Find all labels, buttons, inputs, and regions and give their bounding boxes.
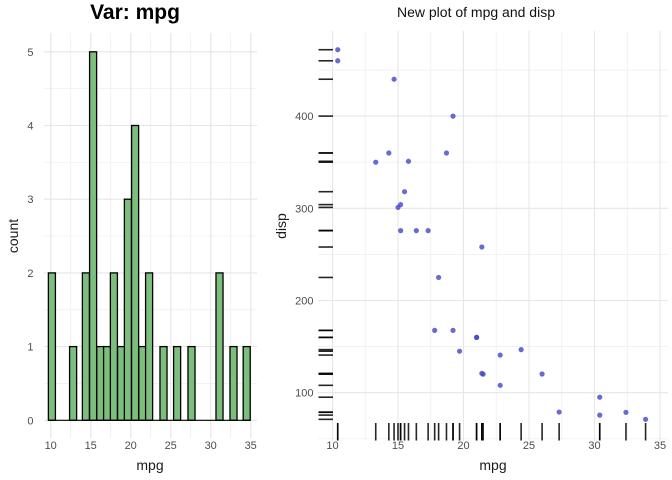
histogram-bar <box>96 345 105 421</box>
y-tick-label: 3 <box>27 194 33 206</box>
scatter-point <box>597 412 603 418</box>
histogram-bar <box>159 345 168 421</box>
scatter-point <box>391 76 397 82</box>
histogram-bar <box>144 272 154 421</box>
scatter-point <box>479 370 485 376</box>
scatter-point <box>432 327 438 333</box>
y-tick-label: 100 <box>295 388 313 400</box>
histogram-bar <box>116 345 126 421</box>
x-tick-label: 25 <box>165 440 177 452</box>
scatter-point <box>405 158 412 164</box>
scatter-point <box>623 409 629 415</box>
scatter-point <box>518 347 524 353</box>
scatter-point <box>479 244 485 250</box>
x-tick-label: 20 <box>125 440 137 452</box>
scatter-point <box>335 47 341 53</box>
y-tick-label: 1 <box>27 342 33 354</box>
scatter-point <box>413 228 419 234</box>
scatter-point <box>497 352 503 358</box>
x-tick-label: 20 <box>457 440 469 452</box>
x-tick-label: 15 <box>85 440 97 452</box>
scatter-title: New plot of mpg and disp <box>397 4 555 20</box>
y-tick-label: 5 <box>27 47 33 59</box>
scatter-point <box>443 150 450 156</box>
y-tick-label: 200 <box>295 296 313 308</box>
scatter-point <box>335 58 341 64</box>
scatter-point <box>556 409 562 415</box>
histogram-title: Var: mpg <box>90 1 180 24</box>
x-tick-label: 30 <box>205 440 217 452</box>
scatter-point <box>474 334 480 340</box>
y-tick-label: 0 <box>27 415 33 427</box>
x-tick-label: 35 <box>245 440 257 452</box>
scatter-point <box>450 327 456 333</box>
scatter-point <box>597 394 603 400</box>
x-tick-label: 30 <box>588 440 600 452</box>
x-tick-label: 35 <box>654 440 666 452</box>
histogram-y-axis-title: count <box>5 218 21 254</box>
scatter-point <box>386 150 392 156</box>
scatter-point <box>497 382 503 388</box>
scatter-point <box>642 416 649 422</box>
scatter-point <box>398 228 404 234</box>
histogram-bar <box>102 345 112 421</box>
y-tick-label: 300 <box>295 203 313 215</box>
histogram-bar <box>229 345 238 421</box>
histogram-bar <box>47 272 57 421</box>
scatter-point <box>539 371 545 377</box>
histogram-bar <box>187 345 196 421</box>
x-tick-label: 10 <box>326 440 338 452</box>
scatter-panel: 10 15 20 25 30 35 100 200 300 400 <box>295 31 668 452</box>
histogram-bar <box>81 272 91 421</box>
scatter-point <box>436 274 442 281</box>
scatter-point <box>425 228 431 234</box>
y-tick-label: 2 <box>27 268 33 280</box>
histogram-x-axis-title: mpg <box>136 457 164 473</box>
histogram-panel: 10 15 20 25 30 35 0 1 2 3 4 5 <box>27 33 257 452</box>
y-tick-label: 4 <box>27 121 33 133</box>
histogram-bar <box>123 198 133 421</box>
histogram-bar <box>88 51 98 421</box>
y-tick-label: 400 <box>295 111 313 123</box>
histogram-bar <box>109 272 119 421</box>
scatter-x-axis-title: mpg <box>479 457 507 473</box>
histogram-bar <box>68 345 78 421</box>
scatter-y-axis-title: disp <box>273 213 289 239</box>
scatter-point <box>395 204 401 210</box>
scatter-point <box>450 113 456 119</box>
histogram-bar <box>172 345 182 421</box>
scatter-point <box>401 189 408 195</box>
x-tick-label: 10 <box>45 440 57 452</box>
scatter-point <box>373 159 379 165</box>
histogram-bar <box>242 345 251 421</box>
scatter-point <box>456 348 463 354</box>
histogram-bar <box>215 272 224 421</box>
histogram-bar <box>138 345 147 421</box>
x-tick-label: 15 <box>392 440 404 452</box>
histogram-bar <box>130 124 140 421</box>
x-tick-label: 25 <box>523 440 535 452</box>
